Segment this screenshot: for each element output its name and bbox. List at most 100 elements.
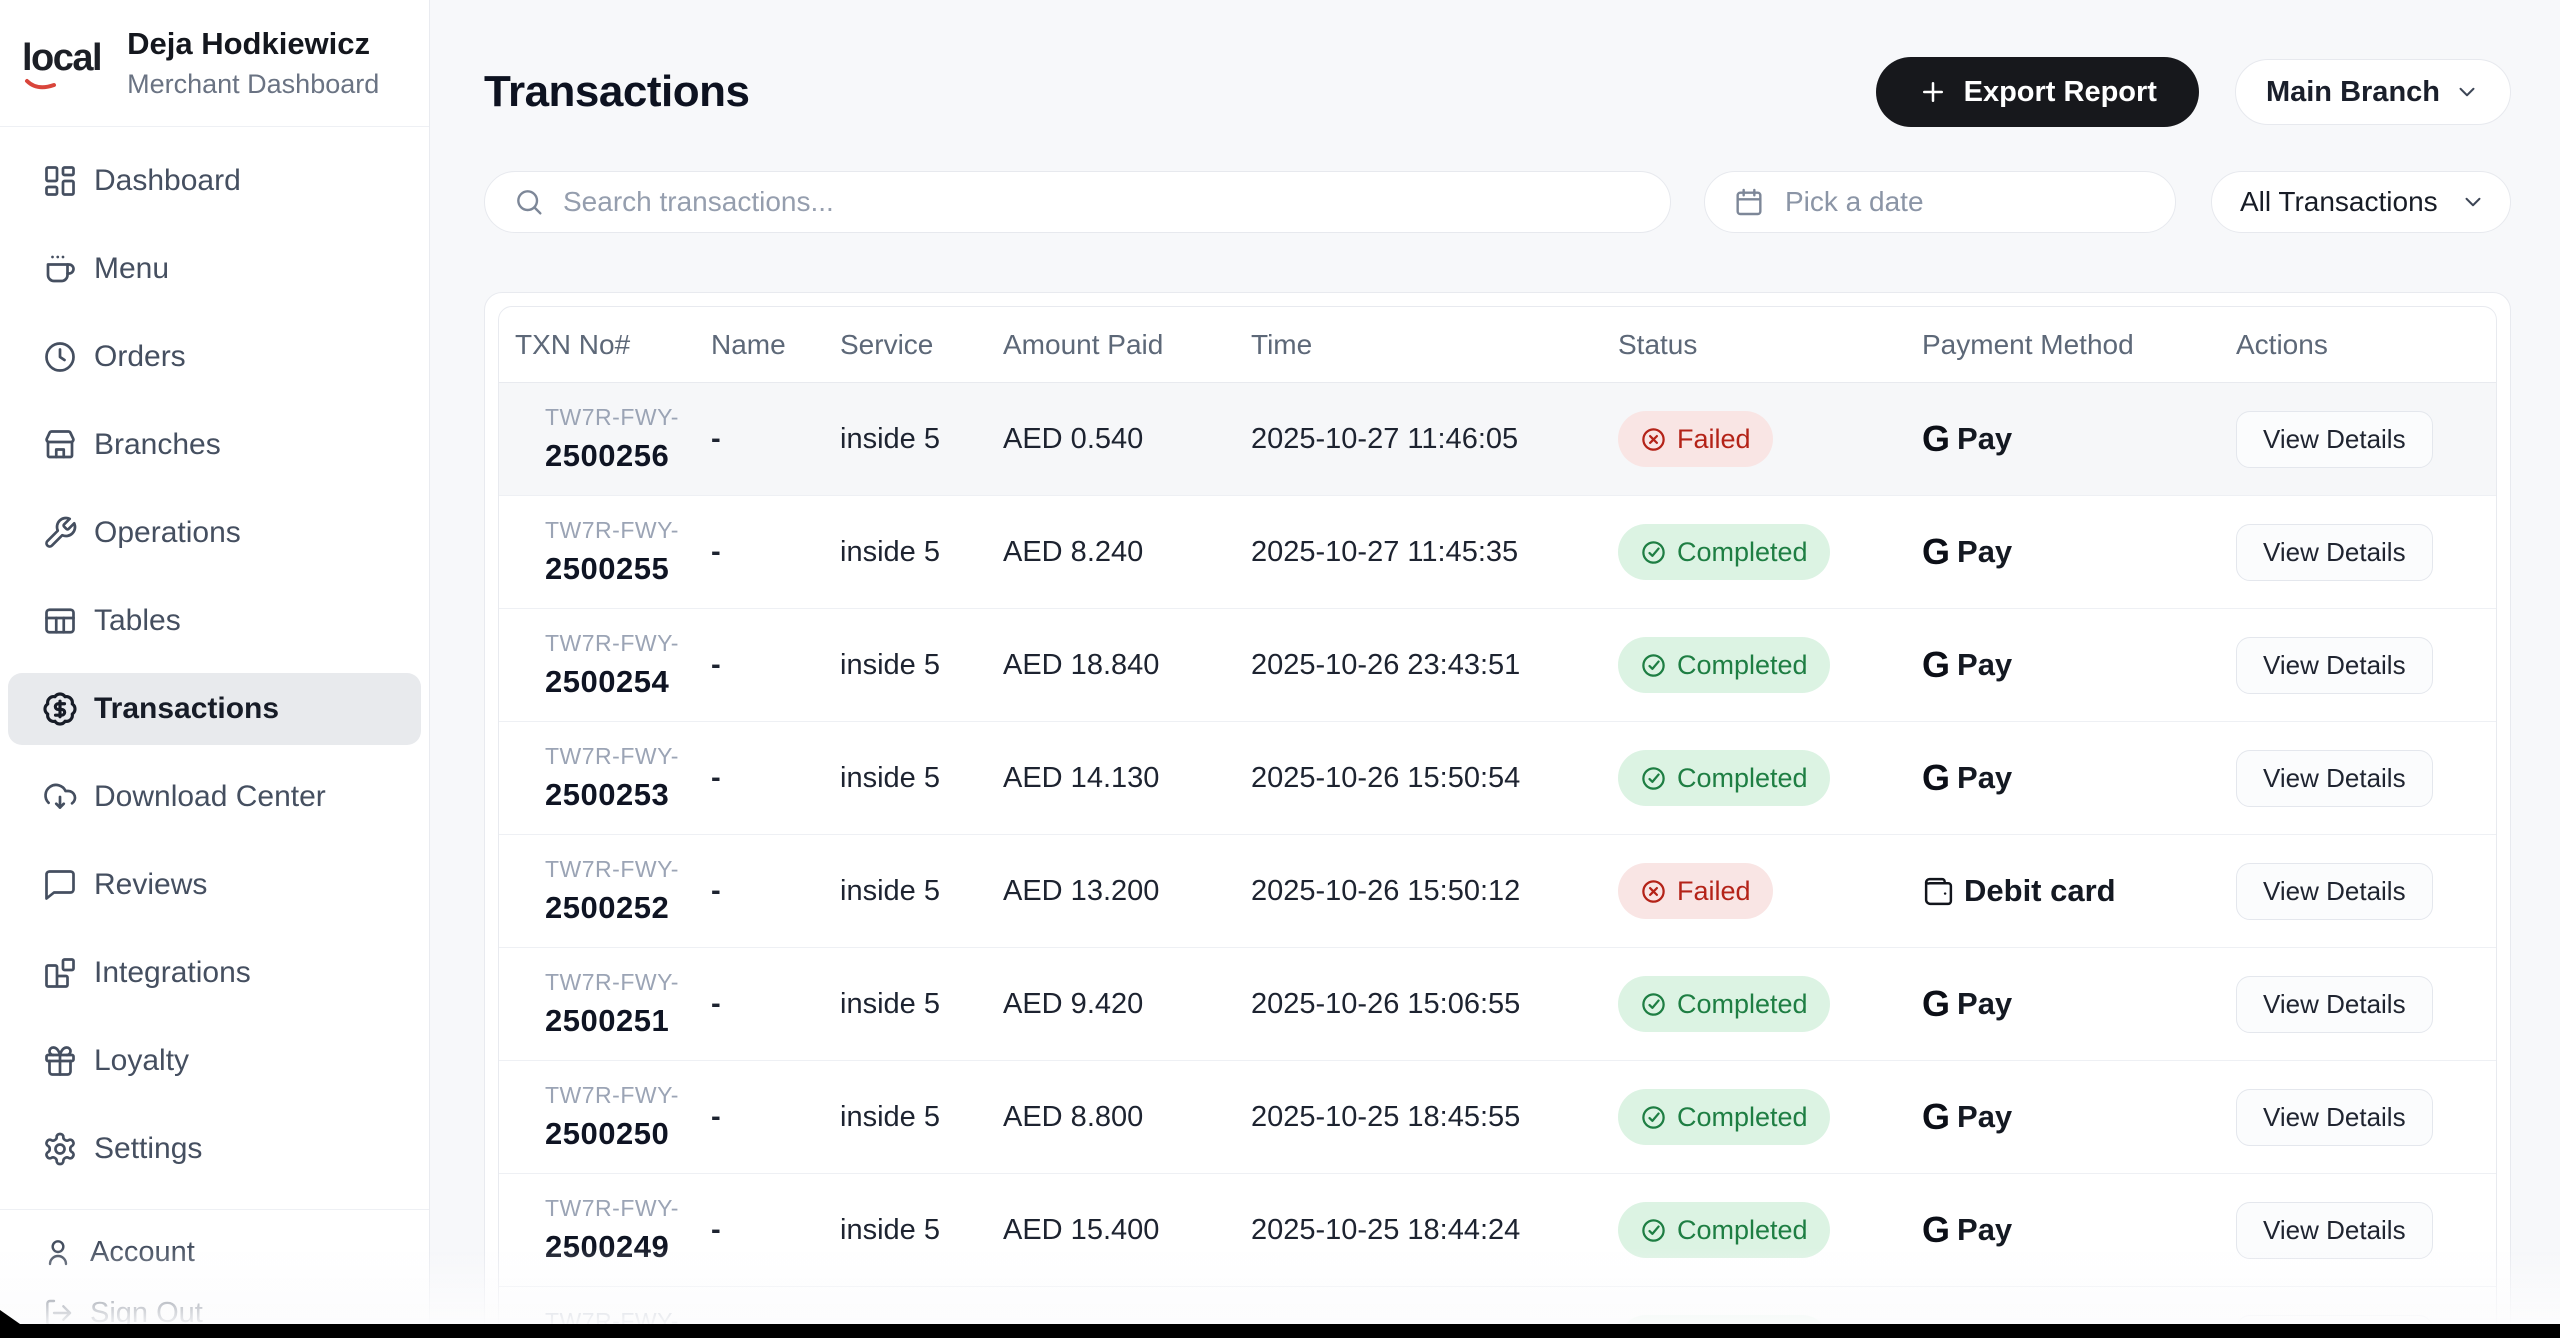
gear-icon xyxy=(42,1131,78,1167)
status-label: Completed xyxy=(1677,1214,1808,1245)
txn-number: 2500252 xyxy=(545,890,670,925)
sidebar-item-tables[interactable]: Tables xyxy=(8,585,421,657)
txn-cell: TW7R-FWY- 2500254 xyxy=(515,630,711,700)
column-header-actions: Actions xyxy=(2236,328,2328,360)
status-label: Completed xyxy=(1677,536,1808,567)
sidebar-item-orders[interactable]: Orders xyxy=(8,321,421,393)
sidebar-divider xyxy=(0,1209,429,1210)
status-badge: Completed xyxy=(1618,1089,1830,1145)
payment-label: Debit card xyxy=(1964,873,2116,908)
dollar-badge-icon xyxy=(42,691,78,727)
sidebar-item-operations[interactable]: Operations xyxy=(8,497,421,569)
table-row: TW7R-FWY- 2500253 - inside 5 AED 14.130 … xyxy=(499,722,2496,835)
payment-cell: G Pay xyxy=(1922,644,2236,686)
sidebar-item-settings[interactable]: Settings xyxy=(8,1113,421,1185)
view-details-button[interactable]: View Details xyxy=(2236,1201,2433,1259)
view-details-button[interactable]: View Details xyxy=(2236,410,2433,468)
time-cell: 2025-10-25 18:45:55 xyxy=(1251,1100,1521,1133)
payment-cell: G Pay xyxy=(1922,757,2236,799)
txn-cell: TW7R-FWY- 2500253 xyxy=(515,743,711,813)
circle-x-icon xyxy=(1640,878,1667,905)
search-input[interactable] xyxy=(563,186,1642,218)
circle-check-icon xyxy=(1640,765,1667,792)
date-picker[interactable]: Pick a date xyxy=(1704,171,2176,233)
plus-icon xyxy=(1918,77,1948,107)
table-row: TW7R-FWY- 2500249 - inside 5 AED 15.400 … xyxy=(499,1174,2496,1287)
page-title: Transactions xyxy=(484,67,750,116)
sidebar-item-integrations[interactable]: Integrations xyxy=(8,937,421,1009)
status-label: Completed xyxy=(1677,1101,1808,1132)
txn-number: 2500251 xyxy=(545,1003,670,1038)
payment-label: Pay xyxy=(1957,1099,2013,1134)
view-details-button[interactable]: View Details xyxy=(2236,862,2433,920)
time-cell: 2025-10-26 15:50:12 xyxy=(1251,874,1521,907)
sidebar-footer-nav: Account Sign Out xyxy=(0,1210,429,1338)
sidebar-item-reviews[interactable]: Reviews xyxy=(8,849,421,921)
column-header-service: Service xyxy=(840,328,934,360)
status-cell: Completed xyxy=(1618,976,1922,1032)
blocks-icon xyxy=(42,955,78,991)
actions-cell: View Details xyxy=(2236,1201,2480,1259)
view-details-button[interactable]: View Details xyxy=(2236,749,2433,807)
chevron-down-icon xyxy=(2454,79,2480,105)
amount-cell: AED 13.200 xyxy=(1003,874,1160,907)
view-details-button[interactable]: View Details xyxy=(2236,1088,2433,1146)
dashboard-grid-icon xyxy=(42,163,78,199)
column-header-name: Name xyxy=(711,328,786,360)
circle-check-icon xyxy=(1640,1217,1667,1244)
sidebar-item-loyalty[interactable]: Loyalty xyxy=(8,1025,421,1097)
status-label: Completed xyxy=(1677,762,1808,793)
actions-cell: View Details xyxy=(2236,410,2480,468)
clock-icon xyxy=(42,339,78,375)
actions-cell: View Details xyxy=(2236,749,2480,807)
coffee-cup-icon xyxy=(42,251,78,287)
logo-smile-icon xyxy=(25,78,56,89)
transactions-table: TXN No# Name Service Amount Paid Time St… xyxy=(498,306,2497,1338)
txn-cell: TW7R-FWY- 2500255 xyxy=(515,517,711,587)
circle-x-icon xyxy=(1640,426,1667,453)
transaction-type-filter[interactable]: All Transactions xyxy=(2211,171,2511,233)
column-header-time: Time xyxy=(1251,328,1313,360)
sidebar-item-branches[interactable]: Branches xyxy=(8,409,421,481)
txn-cell: TW7R-FWY- 2500249 xyxy=(515,1195,711,1265)
date-picker-label: Pick a date xyxy=(1785,186,1924,217)
view-details-button[interactable]: View Details xyxy=(2236,523,2433,581)
payment-label: Pay xyxy=(1957,1212,2013,1247)
actions-cell: View Details xyxy=(2236,862,2480,920)
brand-text: Deja Hodkiewicz Merchant Dashboard xyxy=(127,26,379,100)
cursor-artifact xyxy=(0,1310,20,1324)
sidebar-item-download-center[interactable]: Download Center xyxy=(8,761,421,833)
table-row: TW7R-FWY- 2500251 - inside 5 AED 9.420 2… xyxy=(499,948,2496,1061)
search-box[interactable] xyxy=(484,171,1671,233)
export-report-button[interactable]: Export Report xyxy=(1875,57,2199,127)
view-details-button[interactable]: View Details xyxy=(2236,636,2433,694)
gift-icon xyxy=(42,1043,78,1079)
branch-selector[interactable]: Main Branch xyxy=(2234,59,2511,125)
table-icon xyxy=(42,603,78,639)
amount-cell: AED 9.420 xyxy=(1003,987,1144,1020)
transactions-table-card: TXN No# Name Service Amount Paid Time St… xyxy=(484,292,2511,1338)
gpay-icon: G xyxy=(1922,418,1950,459)
sidebar-item-dashboard[interactable]: Dashboard xyxy=(8,145,421,217)
sidebar-item-menu[interactable]: Menu xyxy=(8,233,421,305)
actions-cell: View Details xyxy=(2236,1088,2480,1146)
status-badge: Failed xyxy=(1618,411,1773,467)
status-cell: Completed xyxy=(1618,637,1922,693)
status-badge: Failed xyxy=(1618,863,1773,919)
status-cell: Completed xyxy=(1618,524,1922,580)
service-cell: inside 5 xyxy=(840,648,940,681)
chevron-down-icon xyxy=(2460,189,2486,215)
table-header-row: TXN No# Name Service Amount Paid Time St… xyxy=(499,307,2496,383)
time-cell: 2025-10-26 23:43:51 xyxy=(1251,648,1521,681)
sidebar-item-account[interactable]: Account xyxy=(8,1224,421,1280)
txn-number: 2500249 xyxy=(545,1229,670,1264)
table-row: TW7R-FWY- 2500256 - inside 5 AED 0.540 2… xyxy=(499,383,2496,496)
txn-number: 2500255 xyxy=(545,551,670,586)
name-cell: - xyxy=(711,761,721,794)
sidebar-item-transactions[interactable]: Transactions xyxy=(8,673,421,745)
gpay-icon: G xyxy=(1922,1096,1950,1137)
service-cell: inside 5 xyxy=(840,1213,940,1246)
view-details-button[interactable]: View Details xyxy=(2236,975,2433,1033)
sidebar: local Deja Hodkiewicz Merchant Dashboard… xyxy=(0,0,430,1338)
status-cell: Failed xyxy=(1618,863,1922,919)
